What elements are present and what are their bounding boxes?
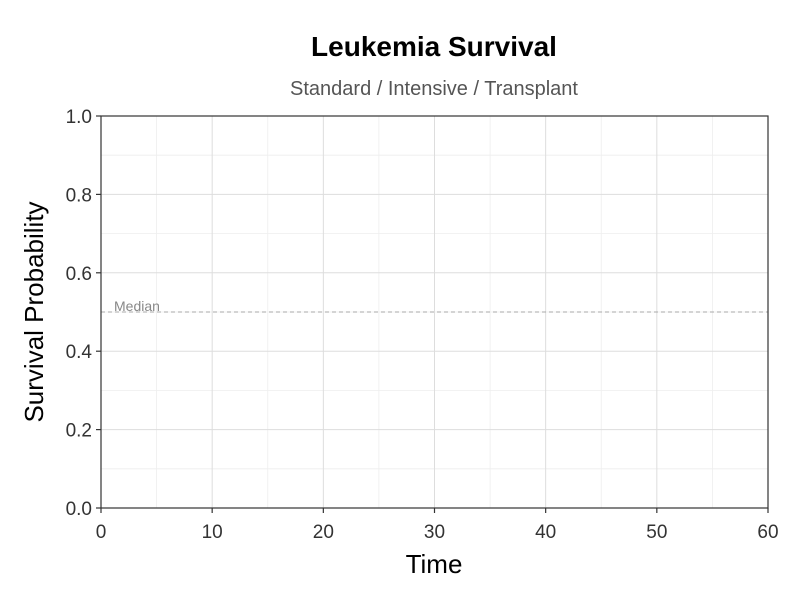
- chart-subtitle: Standard / Intensive / Transplant: [290, 78, 578, 100]
- x-tick-label: 50: [646, 522, 667, 543]
- y-tick-label: 0.0: [66, 499, 92, 520]
- median-annotation: Median: [114, 298, 160, 314]
- y-axis-title: Survival Probability: [19, 201, 49, 422]
- x-tick-label: 40: [535, 522, 556, 543]
- y-tick-label: 0.8: [66, 185, 92, 206]
- y-tick-label: 1.0: [66, 107, 92, 128]
- x-tick-label: 20: [313, 522, 334, 543]
- x-tick-label: 60: [757, 522, 778, 543]
- x-tick-label: 0: [96, 522, 107, 543]
- y-tick-label: 0.4: [66, 342, 93, 363]
- x-tick-label: 30: [424, 522, 445, 543]
- y-tick-label: 0.6: [66, 264, 92, 285]
- y-tick-label: 0.2: [66, 421, 92, 442]
- plot-area: Median 0 10 20 30 40 50 60 0.0 0.2 0.4 0.6 0.8 1.0: [66, 107, 779, 543]
- x-axis-title: Time: [406, 549, 463, 579]
- chart-title: Leukemia Survival: [311, 31, 557, 62]
- x-tick-label: 10: [202, 522, 223, 543]
